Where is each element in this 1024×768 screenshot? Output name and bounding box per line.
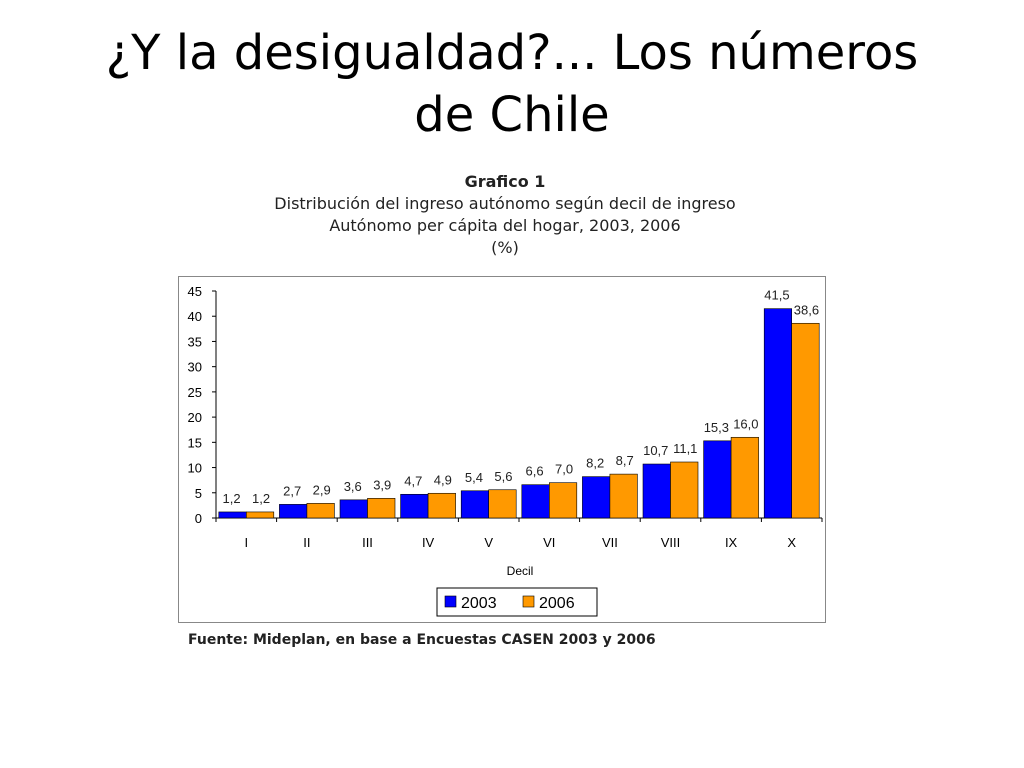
data-labels: 1,2 2,7 3,6 4,7 5,4 6,6 8,2 10,7 15,3 41,5 1,2 2,9 3…: [223, 288, 820, 506]
bar-2003-I: [218, 511, 247, 519]
y-tick-label: 25: [188, 385, 202, 400]
chart-heading: Grafico 1 Distribución del ingreso autón…: [180, 170, 830, 259]
bar-2003-II: [279, 504, 308, 519]
data-label: 11,1: [673, 441, 697, 456]
bar-2003-IV: [400, 493, 429, 519]
chart-number-label: Grafico 1: [464, 172, 546, 191]
bar-2006-II: [306, 503, 335, 519]
legend-swatch-2006: [522, 595, 535, 608]
x-tick-label: IX: [725, 535, 738, 550]
bar-2006-VI: [548, 482, 578, 519]
x-axis: I II III IV V VI VII VIII IX X: [215, 517, 823, 550]
x-axis-title: Decil: [507, 564, 534, 578]
data-label: 1,2: [223, 491, 241, 506]
bars: [218, 308, 820, 519]
y-tick-label: 35: [188, 334, 202, 349]
source-note: Fuente: Mideplan, en base a Encuestas CA…: [188, 632, 656, 648]
data-label: 8,7: [616, 453, 634, 468]
chart-title-line-2: Autónomo per cápita del hogar, 2003, 200…: [329, 216, 681, 235]
bar-2006-IX: [730, 436, 759, 519]
y-axis: 0 5 10 15 20 25 30 35 40 45: [188, 284, 217, 526]
bar-2003-VIII: [642, 463, 671, 519]
bar-2006-VIII: [670, 461, 699, 519]
bar-2003-IX: [703, 440, 732, 519]
data-label: 1,2: [252, 491, 270, 506]
bar-2003-VII: [582, 476, 611, 519]
chart-units-label: (%): [491, 238, 519, 257]
bar-2006-X: [791, 322, 820, 519]
legend-label-2006: 2006: [539, 595, 575, 612]
bar-2003-VI: [521, 484, 550, 519]
x-tick-label: VII: [602, 535, 618, 550]
data-label: 15,3: [704, 420, 729, 435]
data-label: 4,7: [404, 473, 422, 488]
y-tick-label: 20: [188, 410, 202, 425]
y-tick-label: 40: [188, 309, 202, 324]
x-tick-label: III: [362, 535, 373, 550]
legend: 2003 2006: [436, 587, 598, 617]
legend-swatch-2003: [444, 595, 457, 608]
data-label: 7,0: [555, 462, 573, 477]
slide-title-line-1: ¿Y la desigualdad?... Los números: [105, 25, 919, 81]
y-tick-label: 45: [188, 284, 202, 299]
y-tick-label: 30: [188, 360, 202, 375]
chart-title-line-1: Distribución del ingreso autónomo según …: [274, 194, 736, 213]
chart-frame: 0 5 10 15 20 25 30 35 40 45 I II III IV V VI VII VIII IX X…: [178, 276, 826, 623]
bar-2003-III: [339, 499, 368, 519]
x-tick-label: X: [787, 535, 796, 550]
x-tick-label: VI: [543, 535, 555, 550]
data-label: 8,2: [586, 456, 604, 471]
data-label: 4,9: [434, 472, 452, 487]
slide-title: ¿Y la desigualdad?... Los números de Chi…: [0, 22, 1024, 146]
legend-box: [436, 587, 598, 617]
data-label: 10,7: [643, 443, 668, 458]
slide-title-line-2: de Chile: [414, 87, 610, 143]
x-tick-label: IV: [422, 535, 435, 550]
data-label: 2,7: [283, 483, 301, 498]
y-tick-label: 15: [188, 435, 202, 450]
data-label: 2,9: [313, 482, 331, 497]
bar-2006-I: [246, 511, 275, 519]
bar-2006-V: [488, 489, 517, 519]
bar-2003-X: [763, 308, 793, 519]
data-label: 3,9: [373, 477, 391, 492]
legend-label-2003: 2003: [461, 595, 497, 612]
bar-2006-VII: [609, 473, 638, 519]
bar-2003-V: [460, 490, 490, 519]
data-label: 5,6: [494, 469, 512, 484]
data-label: 41,5: [764, 288, 789, 303]
y-tick-label: 5: [195, 486, 202, 501]
data-label: 6,6: [526, 464, 544, 479]
x-tick-label: VIII: [661, 535, 681, 550]
x-tick-label: V: [484, 535, 493, 550]
x-tick-label: I: [244, 535, 248, 550]
data-label: 38,6: [794, 302, 819, 317]
bar-2006-III: [367, 498, 396, 519]
bar-2006-IV: [427, 492, 456, 519]
y-tick-label: 10: [188, 461, 202, 476]
data-label: 3,6: [344, 479, 362, 494]
data-label: 16,0: [733, 416, 758, 431]
x-tick-label: II: [303, 535, 310, 550]
y-tick-label: 0: [195, 511, 202, 526]
data-label: 5,4: [465, 470, 483, 485]
